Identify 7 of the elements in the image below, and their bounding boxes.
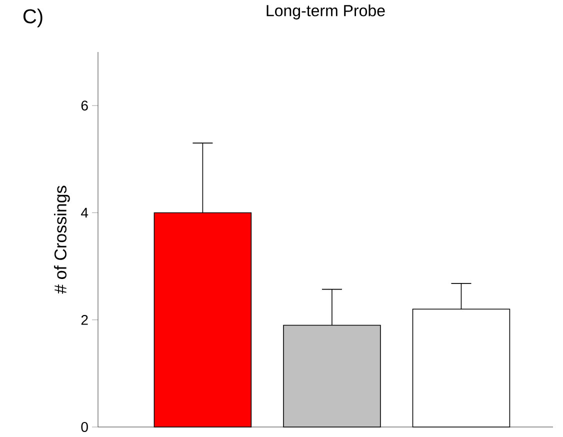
- y-tick-label: 2: [81, 314, 88, 325]
- y-tick-label: 4: [81, 208, 88, 218]
- y-axis-title: # of Crossings: [54, 186, 70, 294]
- chart-title: Long-term Probe: [266, 4, 385, 20]
- y-tick-label: 6: [81, 100, 88, 111]
- y-tick-label: 0: [81, 422, 88, 432]
- text: C): [23, 8, 42, 28]
